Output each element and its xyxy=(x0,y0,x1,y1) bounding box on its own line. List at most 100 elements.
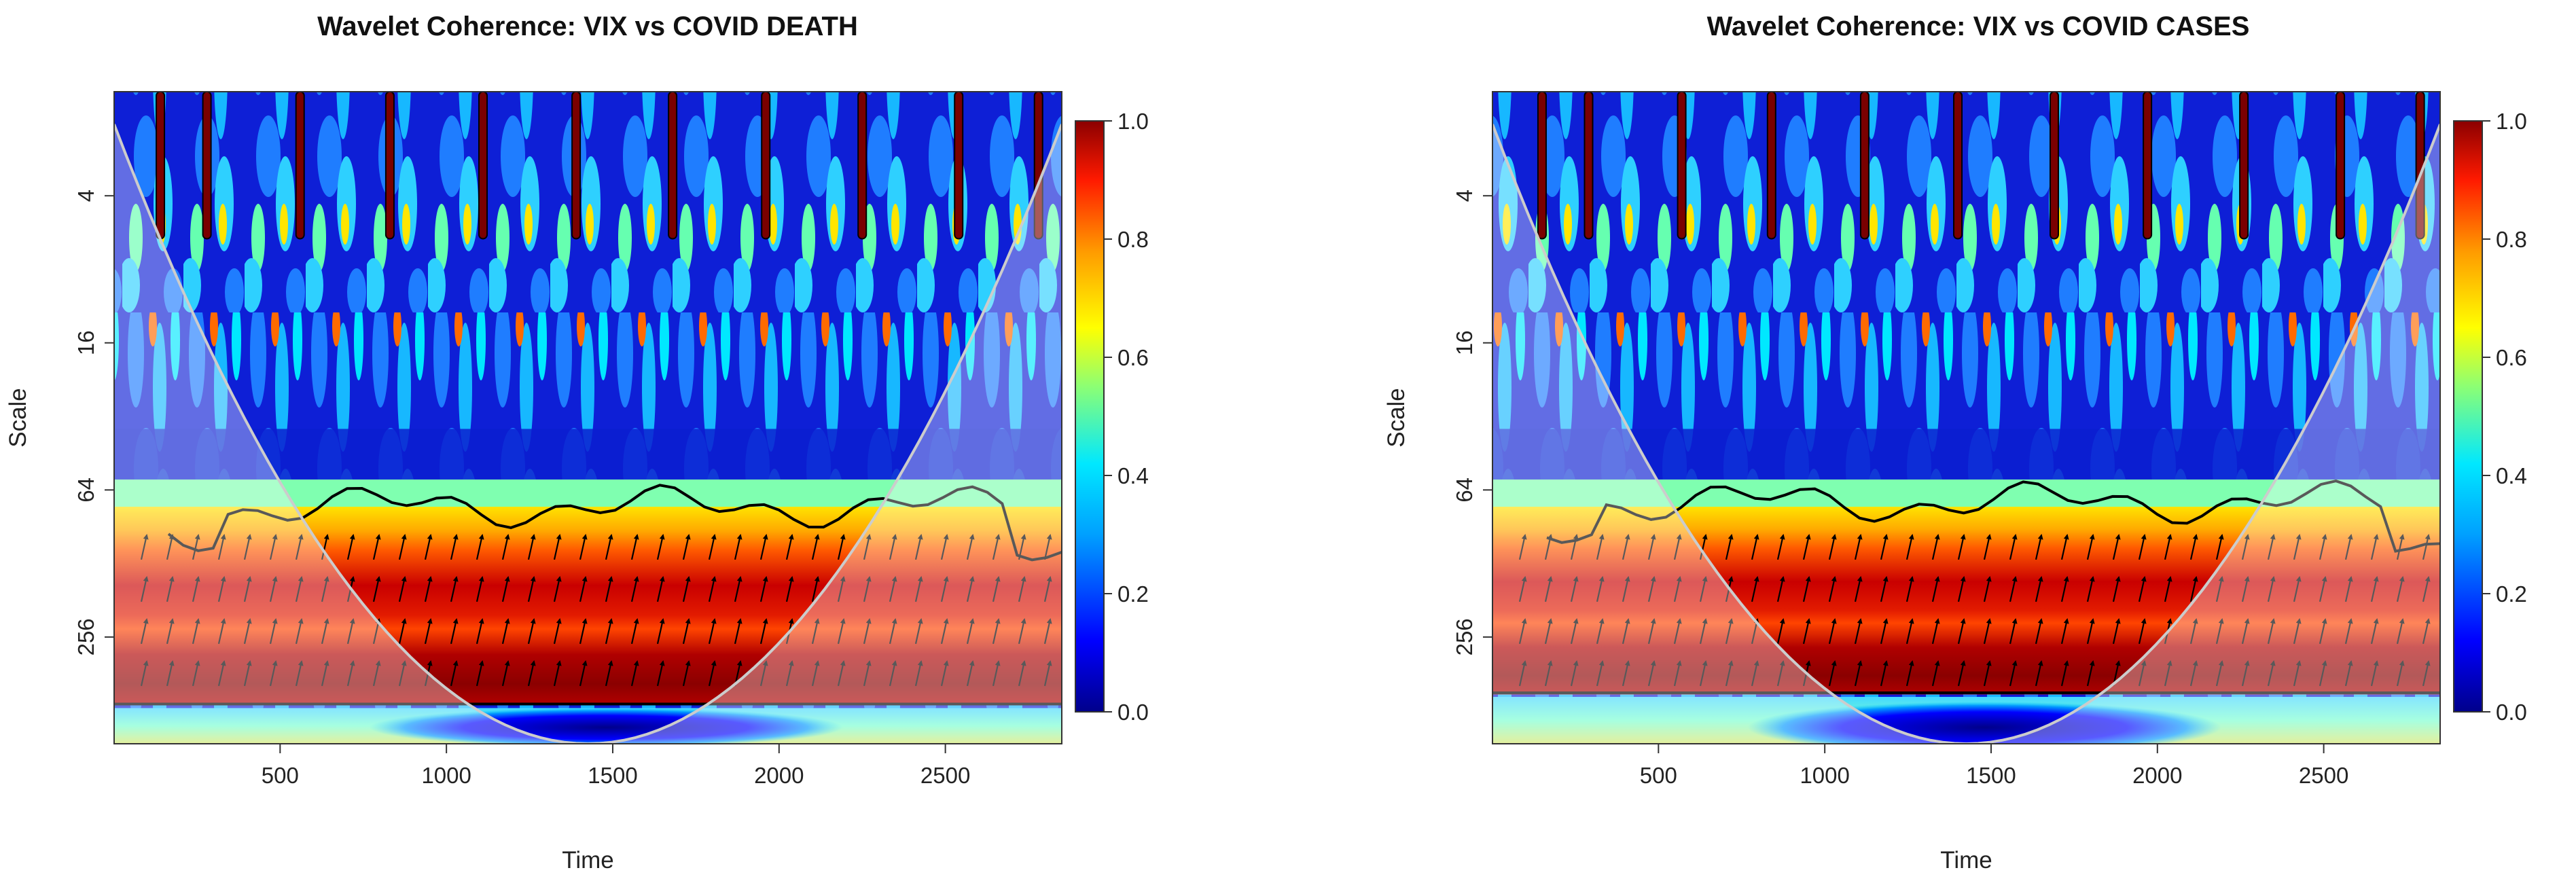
colorbar-tick-label: 1.0 xyxy=(1117,109,1149,134)
phase-arrow xyxy=(527,660,536,687)
phase-arrow xyxy=(476,617,484,645)
phase-arrow xyxy=(450,617,459,645)
phase-arrow xyxy=(321,617,329,645)
high-coherence-band xyxy=(1492,507,2440,695)
phase-arrow xyxy=(553,660,562,687)
y-tick-label: 256 xyxy=(1452,618,1477,655)
phase-arrow xyxy=(1983,575,1992,602)
phase-arrow xyxy=(217,533,226,560)
phase-arrow xyxy=(630,575,639,602)
phase-arrow xyxy=(217,575,226,602)
phase-arrow xyxy=(1622,660,1630,687)
low-coherence-strip xyxy=(1492,429,2440,484)
phase-arrow xyxy=(1518,617,1527,645)
phase-arrow xyxy=(1518,575,1527,602)
phase-arrow xyxy=(166,533,175,560)
coherence-streak xyxy=(1859,92,1870,240)
phase-arrow xyxy=(1647,575,1656,602)
chart-panel-1: Wavelet Coherence: VIX vs COVID DEATH 500… xyxy=(5,12,1149,873)
coherence-streak xyxy=(1953,92,1963,240)
phase-arrow xyxy=(527,617,536,645)
y-tick-label: 64 xyxy=(73,477,99,503)
phase-arrow xyxy=(243,575,252,602)
phase-arrow xyxy=(785,533,794,560)
phase-arrow xyxy=(2009,660,2018,687)
x-tick-label: 2000 xyxy=(754,763,804,788)
phase-arrow xyxy=(2035,575,2043,602)
phase-arrow xyxy=(269,617,278,645)
phase-arrow xyxy=(269,575,278,602)
coi-shading xyxy=(114,92,1062,744)
phase-arrow xyxy=(2009,533,2018,560)
phase-arrow xyxy=(2215,575,2224,602)
phase-arrow xyxy=(2086,575,2095,602)
phase-arrow xyxy=(1957,660,1966,687)
coherence-streak xyxy=(384,92,395,240)
phase-arrow xyxy=(1699,575,1708,602)
phase-arrow xyxy=(1570,617,1579,645)
phase-arrow xyxy=(605,660,613,687)
phase-arrow xyxy=(2422,617,2431,645)
phase-arrow xyxy=(682,617,691,645)
phase-arrow xyxy=(1725,617,1734,645)
phase-arrow xyxy=(2086,660,2095,687)
significance-contour xyxy=(167,484,1062,562)
phase-arrow xyxy=(295,575,304,602)
phase-arrow xyxy=(1018,660,1026,687)
phase-arrow xyxy=(1802,533,1811,560)
colorbar-tick-label: 0.6 xyxy=(2496,345,2527,370)
phase-arrow xyxy=(863,533,872,560)
phase-arrow xyxy=(992,660,1001,687)
phase-arrow xyxy=(2396,575,2405,602)
phase-arrow xyxy=(837,533,846,560)
phase-arrow xyxy=(708,575,717,602)
phase-arrow xyxy=(321,575,329,602)
phase-arrow xyxy=(785,575,794,602)
x-axis-label: Time xyxy=(562,847,613,873)
phase-arrow xyxy=(2370,575,2379,602)
phase-arrow xyxy=(682,575,691,602)
phase-arrow xyxy=(2396,617,2405,645)
phase-arrow xyxy=(1776,617,1785,645)
phase-arrow xyxy=(398,533,407,560)
phase-arrow xyxy=(1828,617,1837,645)
low-coherence-hole xyxy=(1747,701,2221,744)
phase-arrow xyxy=(1647,533,1656,560)
phase-arrow xyxy=(811,617,820,645)
phase-arrow xyxy=(1751,575,1759,602)
phase-arrow xyxy=(863,660,872,687)
phase-arrow xyxy=(811,660,820,687)
phase-arrow xyxy=(1906,575,1914,602)
low-coherence-strip xyxy=(114,429,1062,484)
phase-arrow xyxy=(346,533,355,560)
colorbar-tick-label: 0.0 xyxy=(2496,700,2527,725)
phase-arrow xyxy=(1673,533,1682,560)
y-axis-label: Scale xyxy=(5,388,31,448)
phase-arrows xyxy=(1518,533,2431,687)
phase-arrow xyxy=(2319,575,2327,602)
y-tick-label: 4 xyxy=(1452,190,1477,202)
phase-arrow xyxy=(2344,575,2353,602)
phase-arrow xyxy=(966,660,975,687)
phase-arrow xyxy=(1828,533,1837,560)
phase-arrow xyxy=(914,533,923,560)
phase-arrow xyxy=(1622,575,1630,602)
phase-arrow xyxy=(2138,575,2147,602)
phase-arrow xyxy=(2293,533,2302,560)
phase-arrow xyxy=(295,660,304,687)
phase-arrow xyxy=(1018,617,1026,645)
colorbar-tick-label: 0.0 xyxy=(1117,700,1149,725)
phase-arrow xyxy=(1854,617,1863,645)
phase-arrow xyxy=(450,660,459,687)
coherence-streak xyxy=(202,92,212,240)
phase-arrow xyxy=(1018,575,1026,602)
phase-arrow xyxy=(1544,575,1553,602)
phase-arrow xyxy=(2319,617,2327,645)
phase-arrow xyxy=(372,575,381,602)
phase-arrow xyxy=(914,617,923,645)
phase-arrow xyxy=(243,617,252,645)
phase-arrow xyxy=(346,617,355,645)
phase-arrow xyxy=(1622,533,1630,560)
y-tick-label: 4 xyxy=(73,190,99,202)
phase-arrow xyxy=(889,617,897,645)
